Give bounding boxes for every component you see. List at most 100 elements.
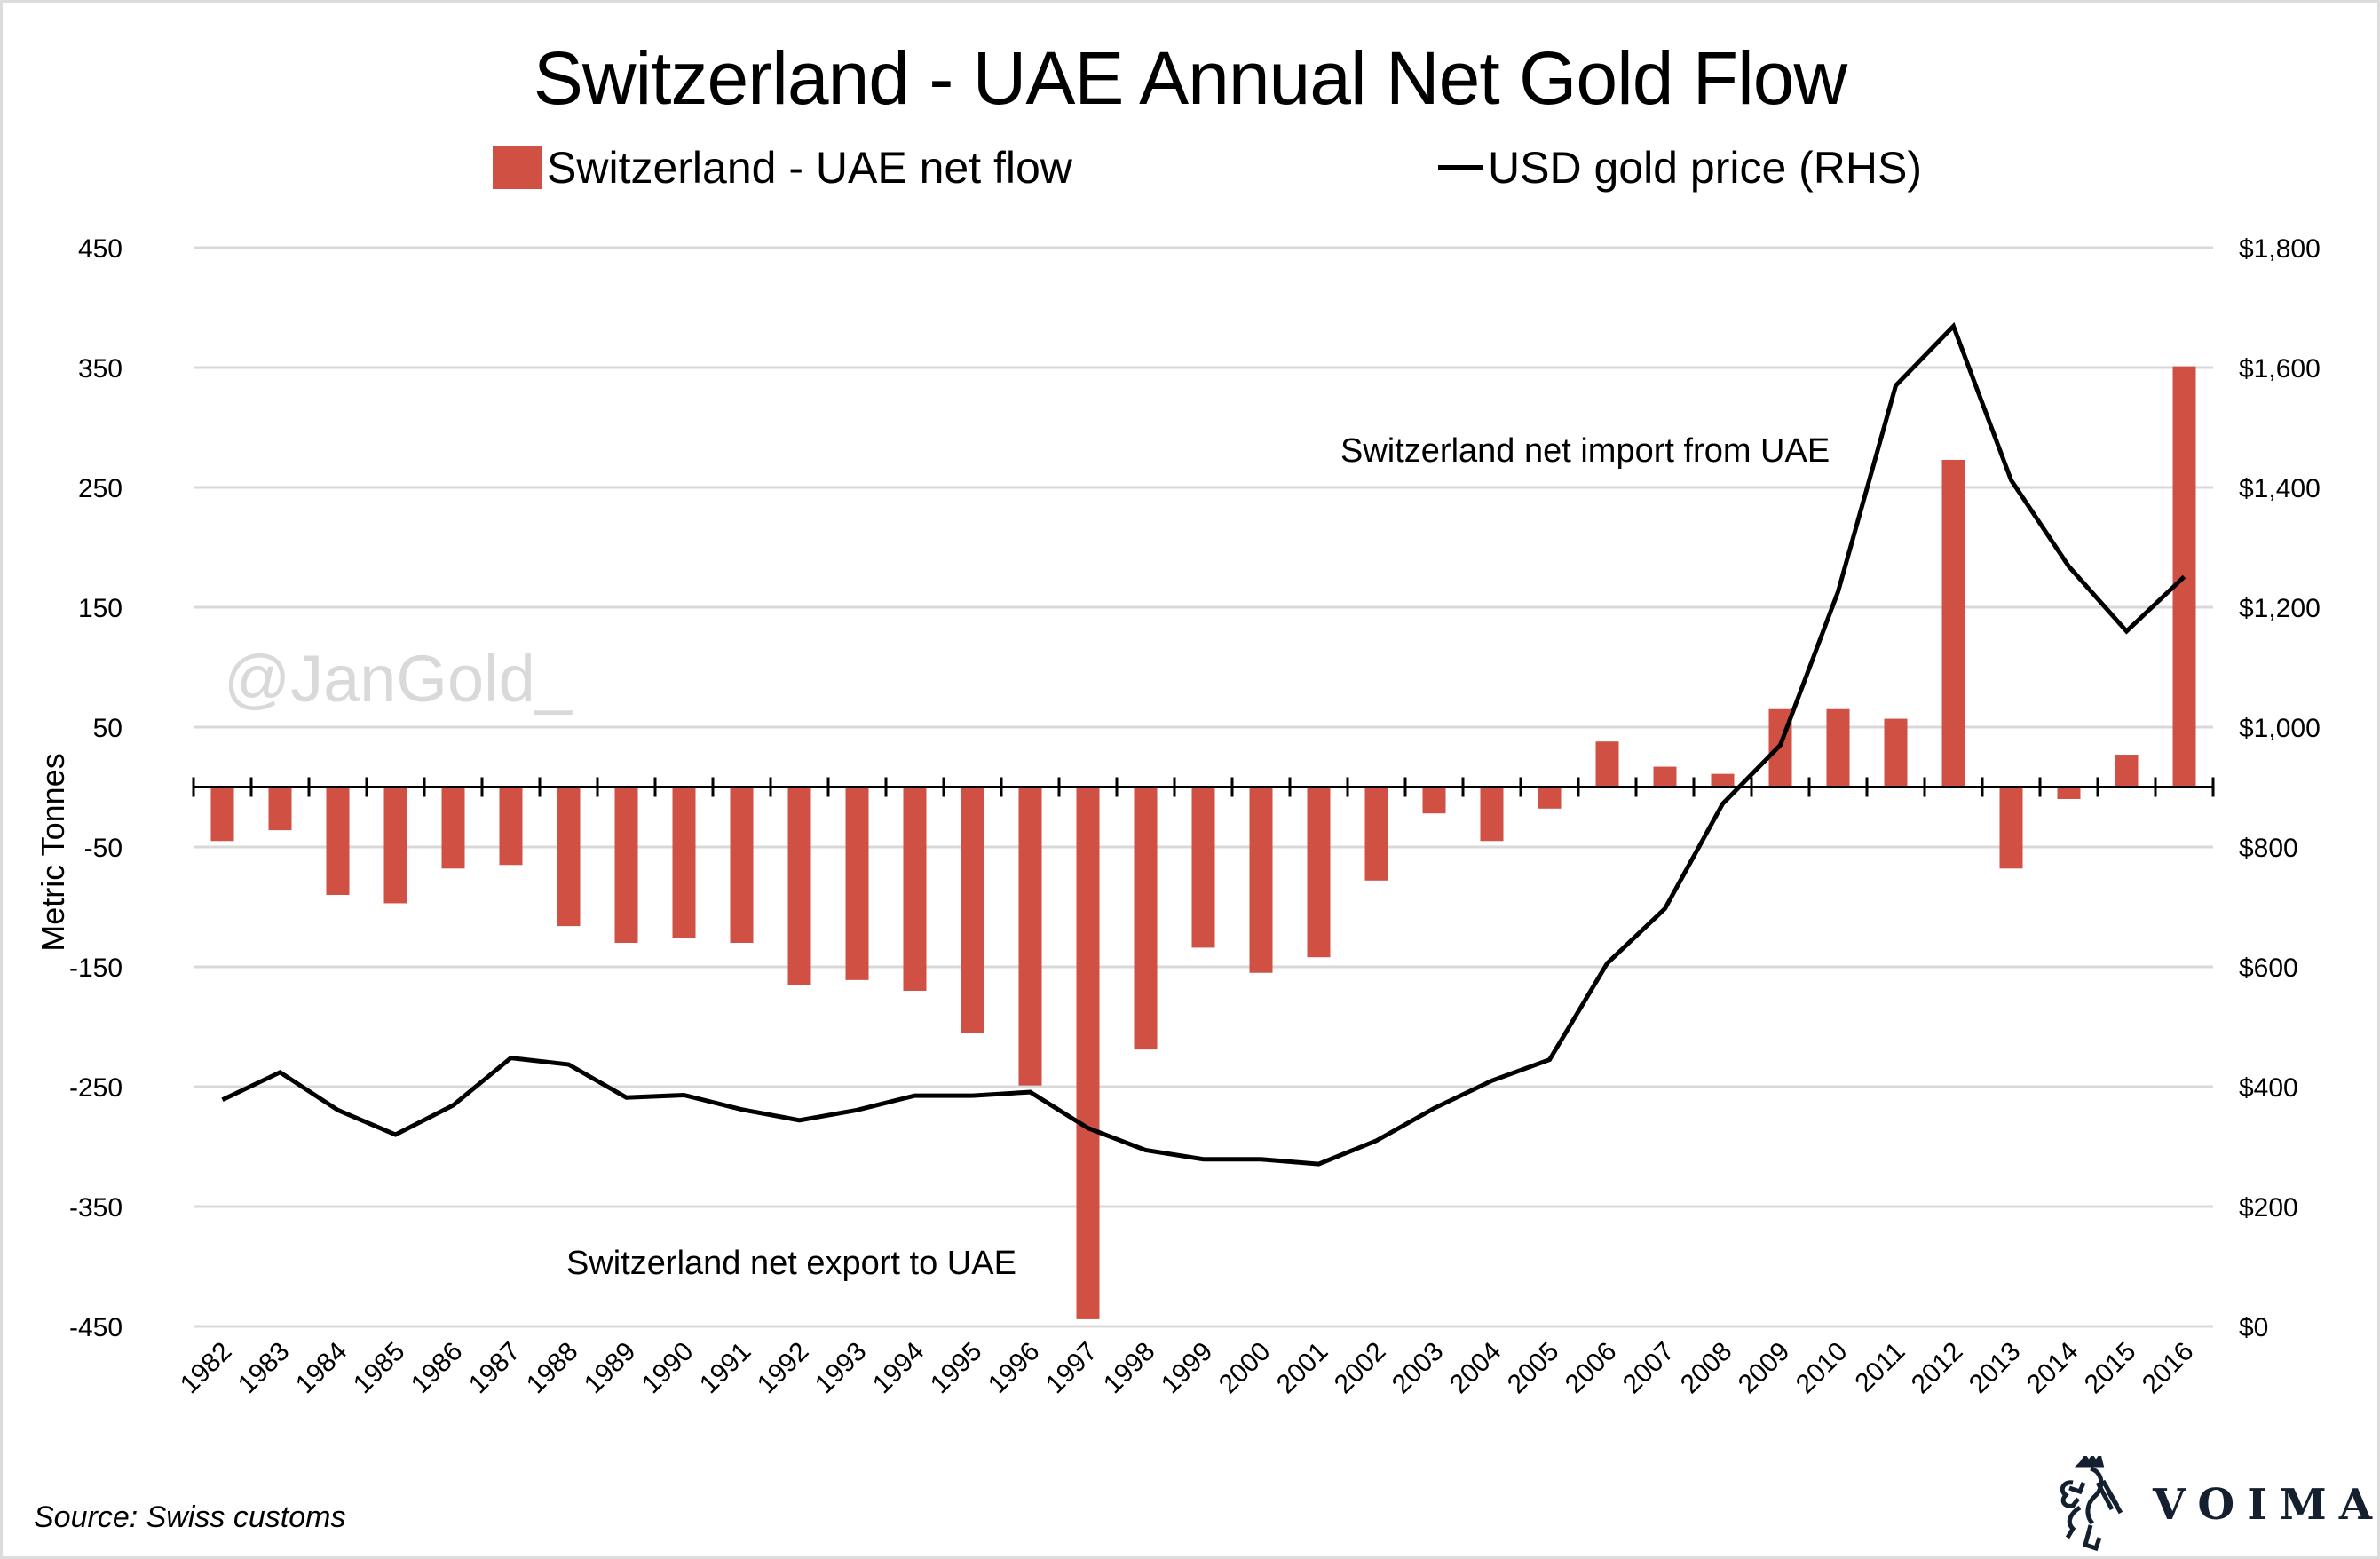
x-tick-label: 2015 — [2079, 1337, 2142, 1400]
x-tick-label: 1996 — [983, 1337, 1046, 1400]
x-tick-label: 2001 — [1271, 1337, 1334, 1400]
bar-1995 — [961, 787, 984, 1033]
x-tick-label: 1989 — [579, 1337, 642, 1400]
bar-2007 — [1653, 766, 1677, 787]
y2-tick-label: $1,000 — [2239, 714, 2321, 743]
y2-tick-label: $1,200 — [2239, 594, 2321, 623]
lion-crest-icon — [2060, 1456, 2123, 1552]
brand-logo: VOIMA — [2046, 1456, 2380, 1554]
bar-2001 — [1307, 787, 1331, 958]
x-tick-label: 1994 — [867, 1337, 930, 1400]
y-tick-label: 450 — [78, 234, 123, 264]
line-series — [221, 321, 2186, 1167]
chart-title: Switzerland - UAE Annual Net Gold Flow — [533, 36, 1847, 120]
x-tick-label: 1988 — [521, 1337, 584, 1400]
bar-1984 — [326, 787, 350, 895]
y2-tick-label: $1,800 — [2239, 234, 2321, 264]
x-tick-label: 2000 — [1214, 1337, 1277, 1400]
bar-1987 — [499, 787, 523, 866]
x-tick-label: 2007 — [1617, 1337, 1680, 1400]
legend: Switzerland - UAE net flow USD gold pric… — [0, 142, 2380, 204]
x-axis-labels: 1982198319841985198619871988198919901991… — [175, 1337, 2200, 1400]
x-tick-label: 1982 — [175, 1337, 238, 1400]
bar-2010 — [1826, 708, 1850, 787]
bar-1992 — [787, 787, 811, 985]
x-axis — [192, 777, 2215, 797]
bar-1986 — [441, 787, 465, 869]
x-tick-label: 1990 — [637, 1337, 700, 1400]
y2-tick-label: $800 — [2239, 834, 2298, 863]
x-tick-label: 1987 — [463, 1337, 526, 1400]
x-tick-label: 2009 — [1733, 1337, 1796, 1400]
bar-1996 — [1018, 787, 1042, 1086]
x-tick-label: 2003 — [1387, 1337, 1450, 1400]
bar-2012 — [1941, 459, 1965, 787]
bar-2013 — [1999, 787, 2023, 869]
y-axis-right: $1,800 $1,600 $1,400 $1,200 $1,000 $800 $600 $4… — [2239, 234, 2321, 1342]
x-tick-label: 2008 — [1675, 1337, 1738, 1400]
x-tick-label: 1986 — [406, 1337, 469, 1400]
x-tick-label: 2006 — [1560, 1337, 1623, 1400]
y-tick-label: -350 — [69, 1193, 123, 1223]
bar-1985 — [383, 787, 407, 904]
x-tick-label: 2004 — [1444, 1337, 1507, 1400]
x-tick-label: 1985 — [348, 1337, 411, 1400]
bar-2005 — [1538, 787, 1562, 809]
x-tick-label: 1998 — [1098, 1337, 1161, 1400]
y2-tick-label: $0 — [2239, 1313, 2268, 1342]
x-tick-label: 1995 — [925, 1337, 988, 1400]
bar-2008 — [1711, 773, 1735, 787]
x-tick-label: 1993 — [810, 1337, 873, 1400]
legend-item-net-flow: Switzerland - UAE net flow — [493, 142, 1072, 194]
bar-1997 — [1076, 787, 1100, 1319]
bar-2016 — [2172, 366, 2196, 787]
bar-2006 — [1595, 741, 1619, 787]
y2-tick-label: $1,600 — [2239, 354, 2321, 384]
bar-1999 — [1191, 787, 1215, 948]
y-tick-label: -250 — [69, 1073, 123, 1103]
x-tick-label: 2011 — [1849, 1337, 1910, 1398]
bar-1988 — [557, 787, 581, 927]
x-tick-label: 1999 — [1156, 1337, 1219, 1400]
bar-1993 — [845, 787, 869, 980]
x-tick-label: 1992 — [752, 1337, 815, 1400]
y-axis-left: 450 350 250 150 50 -50 -150 -250 -350 -450 — [69, 234, 123, 1342]
bar-2000 — [1249, 787, 1273, 973]
y-tick-label: 350 — [78, 354, 123, 384]
legend-label-net-flow: Switzerland - UAE net flow — [547, 143, 1072, 193]
legend-label-gold-price: USD gold price (RHS) — [1488, 143, 1923, 193]
x-tick-label: 2013 — [1964, 1337, 2027, 1400]
bar-2004 — [1480, 787, 1504, 842]
y-axis-title: Metric Tonnes — [35, 753, 71, 951]
x-tick-label: 1991 — [694, 1337, 757, 1400]
bar-1991 — [730, 787, 754, 943]
x-tick-label: 1984 — [290, 1337, 353, 1400]
bar-2014 — [2057, 787, 2081, 799]
y2-tick-label: $600 — [2239, 954, 2298, 983]
x-tick-label: 2002 — [1329, 1337, 1392, 1400]
bar-1998 — [1134, 787, 1158, 1050]
y-tick-label: 50 — [93, 714, 123, 743]
gridlines — [194, 246, 2213, 1328]
annotation-net-import: Switzerland net import from UAE — [1340, 432, 1830, 470]
x-tick-label: 2016 — [2137, 1337, 2200, 1400]
legend-swatch-bar — [493, 146, 542, 189]
x-tick-label: 2014 — [2021, 1337, 2084, 1400]
y2-tick-label: $400 — [2239, 1073, 2298, 1103]
y-tick-label: 250 — [78, 474, 123, 503]
y-tick-label: -150 — [69, 954, 123, 983]
annotation-net-export: Switzerland net export to UAE — [566, 1245, 1016, 1282]
brand-name: VOIMA — [2153, 1480, 2380, 1530]
y2-tick-label: $1,400 — [2239, 474, 2321, 503]
legend-item-gold-price: USD gold price (RHS) — [1438, 142, 1922, 194]
y-tick-label: 150 — [78, 594, 123, 623]
watermark: @JanGold_ — [224, 642, 573, 716]
bar-1989 — [614, 787, 638, 943]
x-tick-label: 2005 — [1502, 1337, 1565, 1400]
legend-swatch-line — [1438, 165, 1483, 170]
bar-1982 — [210, 787, 234, 842]
bar-2015 — [2115, 755, 2139, 787]
x-tick-label: 1997 — [1040, 1337, 1103, 1400]
